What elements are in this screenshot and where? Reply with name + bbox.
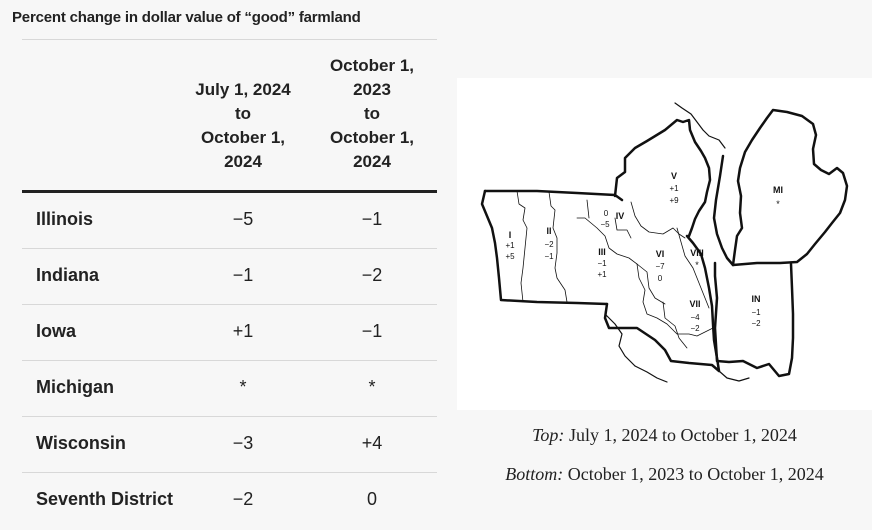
region-top-value: 0	[604, 209, 609, 218]
row-annual-value: 0	[366, 489, 377, 509]
region-top-value: −2	[544, 240, 554, 249]
caption-bottom: Bottom: October 1, 2023 to October 1, 20…	[457, 464, 872, 485]
row-state-label: Illinois	[36, 209, 94, 229]
upper-peninsula-coast	[674, 102, 726, 149]
header-col-quarterly: July 1, 2024 to October 1, 2024	[195, 80, 291, 171]
caption-top-text: July 1, 2024 to October 1, 2024	[564, 425, 797, 445]
row-annual-value: *	[368, 377, 376, 397]
table-body: Illinois −5 −1 Indiana −1 −2 Iowa +1 −1 Michigan *…	[22, 193, 437, 528]
caption-bottom-label: Bottom:	[505, 464, 564, 484]
row-quarterly-value: −1	[232, 265, 254, 285]
region-bottom-value: −5	[600, 220, 610, 229]
region-bottom-value: −1	[544, 252, 554, 261]
table-row: Illinois −5 −1	[22, 193, 437, 249]
caption-top: Top: July 1, 2024 to October 1, 2024	[457, 425, 872, 446]
district-map: I +1 +5 II −2 −1 III −1 +1 IV 0 −5 V +1 …	[457, 78, 872, 410]
row-quarterly-value: −5	[232, 209, 254, 229]
caption-top-label: Top:	[532, 425, 565, 445]
table-header: July 1, 2024 to October 1, 2024 October …	[22, 40, 437, 193]
region-labels: I +1 +5 II −2 −1 III −1 +1 IV 0 −5 V +1 …	[505, 171, 783, 333]
chart-title: Percent change in dollar value of “good”…	[12, 9, 361, 26]
district-boundaries	[516, 190, 714, 349]
region-label: MI	[773, 185, 783, 195]
row-quarterly-value: −2	[232, 489, 254, 509]
table-row: Indiana −1 −2	[22, 249, 437, 305]
region-label: VII	[689, 299, 700, 309]
row-quarterly-value: −3	[232, 433, 254, 453]
region-label: VIII	[690, 248, 704, 258]
row-quarterly-value: *	[239, 377, 247, 397]
row-annual-value: +4	[361, 433, 383, 453]
region-bottom-value: +1	[597, 270, 607, 279]
wisconsin-outline	[613, 118, 712, 238]
mississippi-river	[604, 303, 636, 367]
region-bottom-value: +5	[505, 252, 515, 261]
region-top-value: −1	[751, 308, 761, 317]
row-annual-value: −2	[361, 265, 383, 285]
caption-bottom-text: October 1, 2023 to October 1, 2024	[563, 464, 824, 484]
table-row: Wisconsin −3 +4	[22, 417, 437, 473]
lake-michigan-shore	[712, 154, 735, 267]
region-bottom-value: +9	[669, 196, 679, 205]
row-annual-value: −1	[361, 321, 383, 341]
region-top-value: −1	[597, 259, 607, 268]
row-state-label: Iowa	[36, 321, 77, 341]
region-bottom-value: 0	[658, 274, 663, 283]
row-annual-value: −1	[361, 209, 383, 229]
region-label: I	[509, 230, 512, 240]
region-top-value: *	[695, 260, 699, 270]
region-label: IV	[616, 211, 625, 221]
region-label: VI	[656, 249, 665, 259]
region-bottom-value: −2	[690, 324, 700, 333]
table-top-rule	[22, 39, 437, 40]
region-top-value: −4	[690, 313, 700, 322]
table-row: Seventh District −2 0	[22, 473, 437, 528]
region-top-value: −7	[655, 262, 665, 271]
region-label: III	[598, 247, 606, 257]
region-top-value: +1	[669, 184, 679, 193]
region-label: II	[546, 226, 551, 236]
farmland-table: July 1, 2024 to October 1, 2024 October …	[22, 39, 437, 528]
table-row: Iowa +1 −1	[22, 305, 437, 361]
map-svg: I +1 +5 II −2 −1 III −1 +1 IV 0 −5 V +1 …	[480, 102, 849, 383]
row-quarterly-value: +1	[232, 321, 254, 341]
row-state-label: Michigan	[36, 377, 115, 397]
michigan-outline	[731, 108, 849, 267]
row-state-label: Wisconsin	[36, 433, 126, 453]
header-col-annual: October 1, 2023 to October 1, 2024	[329, 56, 415, 171]
iowa-outline	[483, 189, 624, 202]
row-state-label: Indiana	[36, 265, 100, 285]
region-label: V	[671, 171, 677, 181]
region-label: IN	[752, 294, 761, 304]
indiana-outline	[713, 261, 795, 378]
region-bottom-value: −2	[751, 319, 761, 328]
region-top-value: *	[776, 199, 780, 209]
row-state-label: Seventh District	[36, 489, 174, 509]
table-row: Michigan * *	[22, 361, 437, 417]
region-top-value: +1	[505, 241, 515, 250]
